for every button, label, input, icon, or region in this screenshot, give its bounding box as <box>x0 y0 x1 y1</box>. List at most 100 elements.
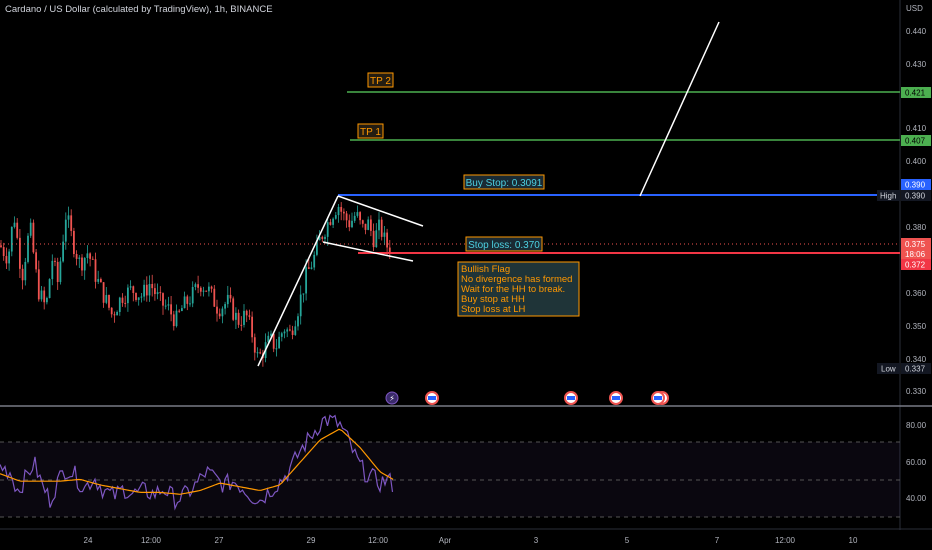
candle-body <box>62 241 64 262</box>
countdown-timer: 18:06 <box>905 250 926 259</box>
note-line-3: Wait for the HH to break. <box>461 284 565 295</box>
us-flag-event-icon[interactable] <box>651 391 669 405</box>
time-tick: Apr <box>439 536 452 545</box>
candle-body <box>340 206 343 212</box>
stop-loss-label-text: Stop loss: 0.370 <box>468 240 540 251</box>
candle-body <box>21 268 24 281</box>
candle-body <box>105 294 108 303</box>
lightning-event-icon[interactable]: ⚡ <box>385 391 399 405</box>
projection-trendline[interactable] <box>639 21 720 197</box>
candle-body <box>8 251 10 264</box>
candle-body <box>97 279 100 282</box>
candle-body <box>289 329 291 331</box>
price-axis[interactable]: USD 0.440 0.430 0.410 0.400 0.380 0.360 … <box>877 4 931 396</box>
candle-body <box>353 215 356 221</box>
candle-body <box>221 308 224 317</box>
candle-body <box>272 333 275 349</box>
candle-body <box>137 297 140 300</box>
flag-lower-trendline[interactable] <box>322 241 414 262</box>
candle-body <box>78 257 81 259</box>
tp2-label-text: TP 2 <box>370 76 391 87</box>
candle-body <box>235 312 237 320</box>
candle-body <box>243 310 245 325</box>
note-line-5: Stop loss at LH <box>461 304 526 315</box>
candle-body <box>329 222 332 225</box>
candle-body <box>51 260 54 280</box>
last-price-badge: 0.375 18:06 <box>901 238 931 260</box>
price-tick: 0.330 <box>906 387 927 396</box>
strategy-note[interactable]: Bullish Flag No divergence has formed Wa… <box>457 261 580 317</box>
candle-body <box>216 306 218 314</box>
candle-body <box>302 293 305 295</box>
rsi-tick: 60.00 <box>906 458 927 467</box>
candle-body <box>334 215 337 219</box>
candle-body <box>19 237 21 269</box>
high-price-badge: High 0.390 <box>877 190 931 201</box>
buystop-price-badge: 0.390 <box>901 179 931 190</box>
tp2-label[interactable]: TP 2 <box>367 72 394 88</box>
candle-body <box>129 286 132 288</box>
time-tick: 29 <box>307 536 316 545</box>
candle-body <box>324 236 326 239</box>
candle-body <box>154 288 156 295</box>
candle-body <box>127 287 129 304</box>
candle-body <box>67 215 70 220</box>
rsi-line <box>0 414 394 511</box>
tp2-price-badge: 0.421 <box>901 87 931 98</box>
time-tick: 5 <box>625 536 630 545</box>
candle-body <box>110 307 113 315</box>
time-tick: 12:00 <box>368 536 389 545</box>
candle-body <box>70 215 73 231</box>
candle-body <box>270 333 272 336</box>
svg-text:0.375: 0.375 <box>905 240 926 249</box>
candle-body <box>386 232 388 248</box>
candle-body <box>318 236 321 241</box>
stop-loss-label[interactable]: Stop loss: 0.370 <box>465 236 543 252</box>
time-tick: 10 <box>849 536 858 545</box>
candle-body <box>229 294 232 299</box>
candle-body <box>89 253 91 259</box>
flagpole-trendline[interactable] <box>257 195 339 367</box>
candle-body <box>35 252 37 270</box>
candle-body <box>0 245 2 248</box>
candle-body <box>286 329 289 332</box>
candle-body <box>159 292 162 294</box>
candle-body <box>208 286 210 292</box>
candle-body <box>240 324 243 326</box>
candle-body <box>197 284 199 288</box>
candle-body <box>210 286 213 289</box>
time-axis[interactable]: 24 12:00 27 29 12:00 Apr 3 5 7 12:00 10 <box>84 536 858 545</box>
us-flag-event-icon[interactable] <box>564 391 578 405</box>
note-line-2: No divergence has formed <box>461 274 572 285</box>
candle-body <box>13 222 16 227</box>
candle-body <box>194 284 197 287</box>
candle-body <box>280 333 283 337</box>
rsi-tick: 40.00 <box>906 494 927 503</box>
candle-body <box>81 257 83 271</box>
note-line-4: Buy stop at HH <box>461 294 525 305</box>
candle-body <box>48 279 51 298</box>
flag-upper-trendline[interactable] <box>337 195 424 227</box>
us-flag-event-icon[interactable] <box>425 391 439 405</box>
candle-body <box>218 313 221 317</box>
candle-body <box>140 296 143 298</box>
buy-stop-label[interactable]: Buy Stop: 0.3091 <box>463 174 545 190</box>
svg-text:0.390: 0.390 <box>905 181 926 190</box>
candle-body <box>343 211 345 214</box>
candle-body <box>361 220 364 224</box>
rsi-axis[interactable]: 80.00 60.00 40.00 <box>906 421 927 503</box>
us-flag-event-icon[interactable] <box>609 391 623 405</box>
rsi-tick: 80.00 <box>906 421 927 430</box>
chart-title: Cardano / US Dollar (calculated by Tradi… <box>5 4 273 15</box>
candle-body <box>256 352 259 354</box>
price-tick: 0.400 <box>906 157 927 166</box>
candle-body <box>156 292 159 295</box>
candle-body <box>83 257 86 271</box>
candle-body <box>202 290 205 292</box>
candle-body <box>291 330 294 335</box>
candle-body <box>113 314 116 316</box>
svg-text:Low: Low <box>881 365 896 374</box>
tp1-label[interactable]: TP 1 <box>357 123 384 139</box>
candle-body <box>232 298 235 320</box>
